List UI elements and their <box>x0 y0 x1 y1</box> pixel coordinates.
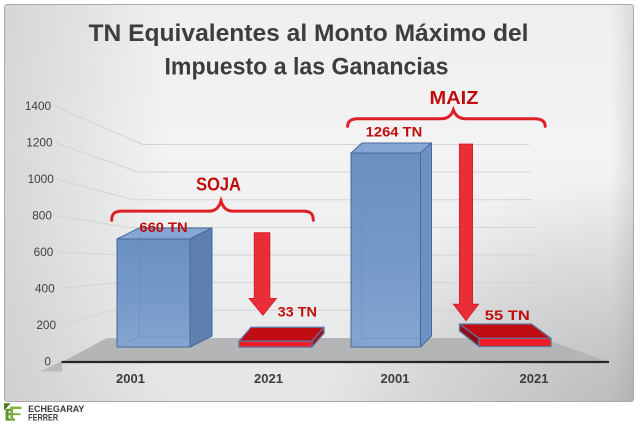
svg-text:200: 200 <box>36 318 56 332</box>
svg-text:33 TN: 33 TN <box>278 305 317 321</box>
svg-text:2001: 2001 <box>116 371 145 386</box>
svg-text:0: 0 <box>44 355 51 369</box>
svg-text:SOJA: SOJA <box>196 174 241 195</box>
svg-text:TN Equivalentes al Monto Máxim: TN Equivalentes al Monto Máximo del <box>89 20 529 47</box>
svg-text:FERRER: FERRER <box>28 412 58 422</box>
svg-text:660 TN: 660 TN <box>139 220 187 236</box>
svg-text:55 TN: 55 TN <box>485 308 530 324</box>
svg-text:800: 800 <box>32 208 52 222</box>
svg-text:Impuesto a las Ganancias: Impuesto a las Ganancias <box>165 54 449 81</box>
svg-text:2001: 2001 <box>381 371 410 386</box>
svg-text:1200: 1200 <box>26 135 53 149</box>
svg-text:1400: 1400 <box>25 99 52 113</box>
svg-text:600: 600 <box>34 245 54 259</box>
svg-text:2021: 2021 <box>520 371 549 386</box>
svg-text:400: 400 <box>35 282 55 296</box>
svg-text:2021: 2021 <box>254 371 283 386</box>
svg-text:1000: 1000 <box>28 172 55 186</box>
svg-text:1264 TN: 1264 TN <box>366 124 423 140</box>
svg-text:ECHEGARAY: ECHEGARAY <box>28 404 85 414</box>
svg-text:MAIZ: MAIZ <box>430 87 479 108</box>
